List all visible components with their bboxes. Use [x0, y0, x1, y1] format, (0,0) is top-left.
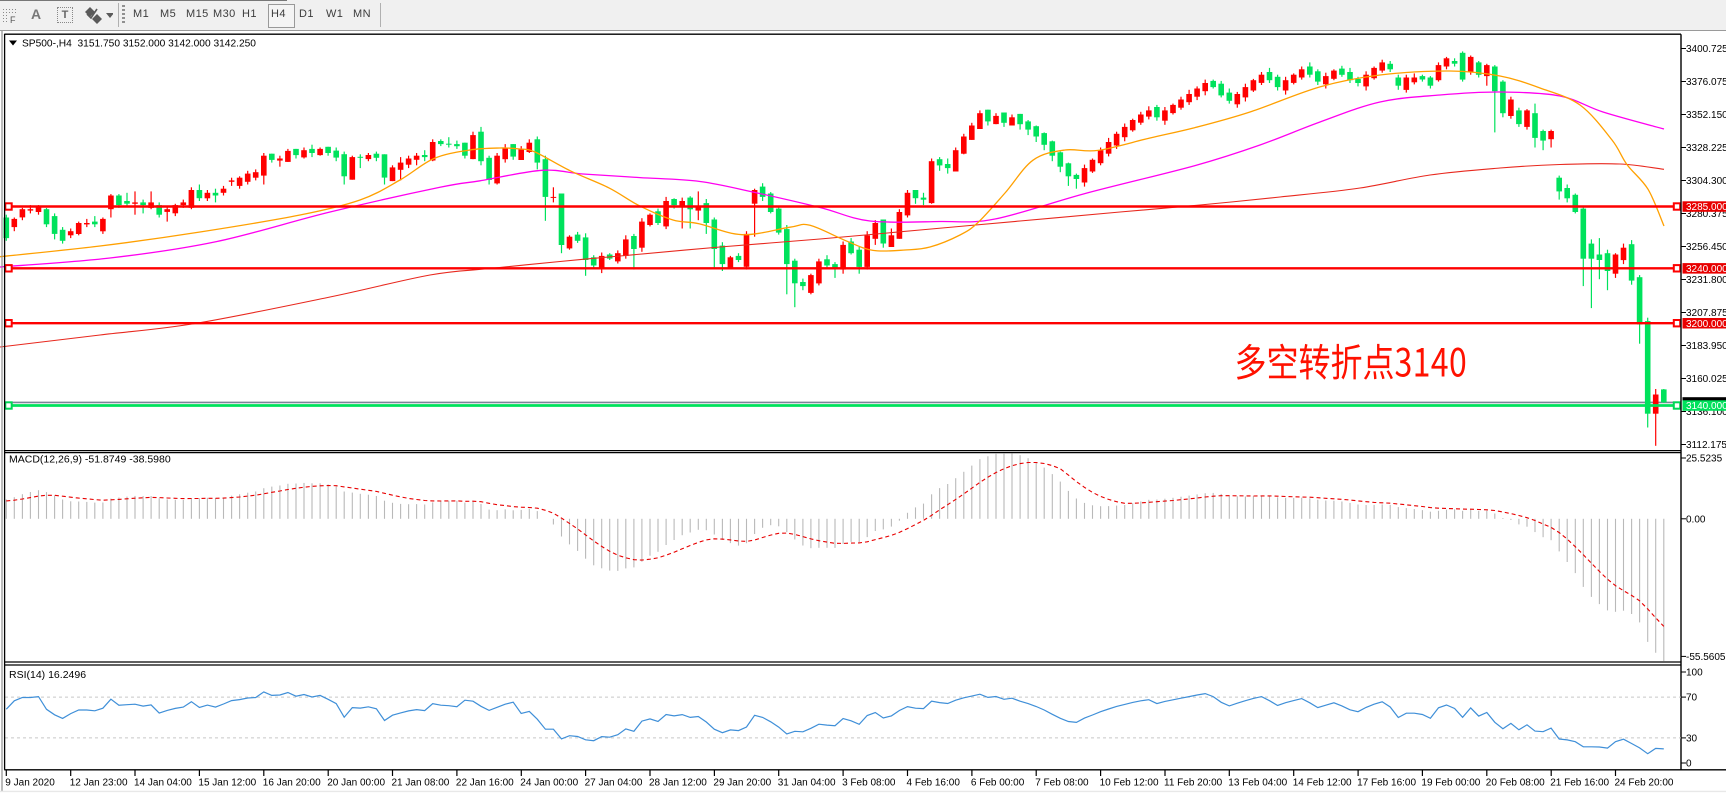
- svg-text:RSI(14) 16.2496: RSI(14) 16.2496: [9, 669, 86, 681]
- svg-text:3160.025: 3160.025: [1686, 374, 1726, 385]
- svg-text:16 Jan 20:00: 16 Jan 20:00: [263, 778, 321, 789]
- svg-text:14 Feb 12:00: 14 Feb 12:00: [1293, 778, 1352, 789]
- svg-text:24 Jan 00:00: 24 Jan 00:00: [520, 778, 578, 789]
- svg-text:7 Feb 08:00: 7 Feb 08:00: [1035, 778, 1089, 789]
- svg-text:70: 70: [1686, 693, 1698, 704]
- svg-text:3240.000: 3240.000: [1686, 264, 1726, 275]
- svg-text:0.00: 0.00: [1686, 514, 1706, 525]
- svg-text:10 Feb 12:00: 10 Feb 12:00: [1100, 778, 1159, 789]
- svg-text:3231.800: 3231.800: [1686, 275, 1726, 286]
- svg-text:SP500-,H4 3151.750 3152.000 3: SP500-,H4 3151.750 3152.000 3142.000 314…: [22, 39, 256, 50]
- svg-text:3200.000: 3200.000: [1686, 319, 1726, 330]
- svg-text:19 Feb 00:00: 19 Feb 00:00: [1421, 778, 1480, 789]
- svg-text:3112.175: 3112.175: [1686, 440, 1726, 451]
- svg-text:3352.150: 3352.150: [1686, 110, 1726, 121]
- svg-text:3400.725: 3400.725: [1686, 44, 1726, 55]
- svg-text:28 Jan 12:00: 28 Jan 12:00: [649, 778, 707, 789]
- svg-text:3280.375: 3280.375: [1686, 209, 1726, 220]
- svg-text:30: 30: [1686, 733, 1698, 744]
- svg-text:6 Feb 00:00: 6 Feb 00:00: [971, 778, 1025, 789]
- svg-text:3207.875: 3207.875: [1686, 308, 1726, 319]
- svg-text:20 Feb 08:00: 20 Feb 08:00: [1486, 778, 1545, 789]
- svg-text:14 Jan 04:00: 14 Jan 04:00: [134, 778, 192, 789]
- svg-text:3140.000: 3140.000: [1686, 401, 1726, 412]
- svg-text:3183.950: 3183.950: [1686, 341, 1726, 352]
- svg-text:-55.5605: -55.5605: [1686, 652, 1726, 663]
- svg-text:3136.100: 3136.100: [1686, 407, 1726, 418]
- svg-text:27 Jan 04:00: 27 Jan 04:00: [585, 778, 643, 789]
- svg-text:9 Jan 2020: 9 Jan 2020: [5, 778, 55, 789]
- svg-text:4 Feb 16:00: 4 Feb 16:00: [907, 778, 961, 789]
- svg-text:3285.000: 3285.000: [1686, 202, 1726, 213]
- svg-text:15 Jan 12:00: 15 Jan 12:00: [198, 778, 256, 789]
- svg-text:0: 0: [1686, 759, 1692, 770]
- svg-text:31 Jan 04:00: 31 Jan 04:00: [778, 778, 836, 789]
- svg-text:25.5235: 25.5235: [1686, 454, 1723, 465]
- svg-text:3328.225: 3328.225: [1686, 143, 1726, 154]
- svg-text:13 Feb 04:00: 13 Feb 04:00: [1228, 778, 1287, 789]
- svg-text:22 Jan 16:00: 22 Jan 16:00: [456, 778, 514, 789]
- svg-text:12 Jan 23:00: 12 Jan 23:00: [70, 778, 128, 789]
- svg-text:21 Jan 08:00: 21 Jan 08:00: [392, 778, 450, 789]
- svg-text:3376.075: 3376.075: [1686, 77, 1726, 88]
- svg-text:MACD(12,26,9) -51.8749 -38.598: MACD(12,26,9) -51.8749 -38.5980: [9, 454, 171, 466]
- svg-text:17 Feb 16:00: 17 Feb 16:00: [1357, 778, 1416, 789]
- svg-text:20 Jan 00:00: 20 Jan 00:00: [327, 778, 385, 789]
- svg-text:3 Feb 08:00: 3 Feb 08:00: [842, 778, 896, 789]
- svg-text:29 Jan 20:00: 29 Jan 20:00: [713, 778, 771, 789]
- svg-text:21 Feb 16:00: 21 Feb 16:00: [1550, 778, 1609, 789]
- svg-text:100: 100: [1686, 668, 1703, 679]
- svg-text:3256.450: 3256.450: [1686, 242, 1726, 253]
- svg-text:24 Feb 20:00: 24 Feb 20:00: [1615, 778, 1674, 789]
- svg-text:11 Feb 20:00: 11 Feb 20:00: [1164, 778, 1223, 789]
- svg-text:3304.300: 3304.300: [1686, 176, 1726, 187]
